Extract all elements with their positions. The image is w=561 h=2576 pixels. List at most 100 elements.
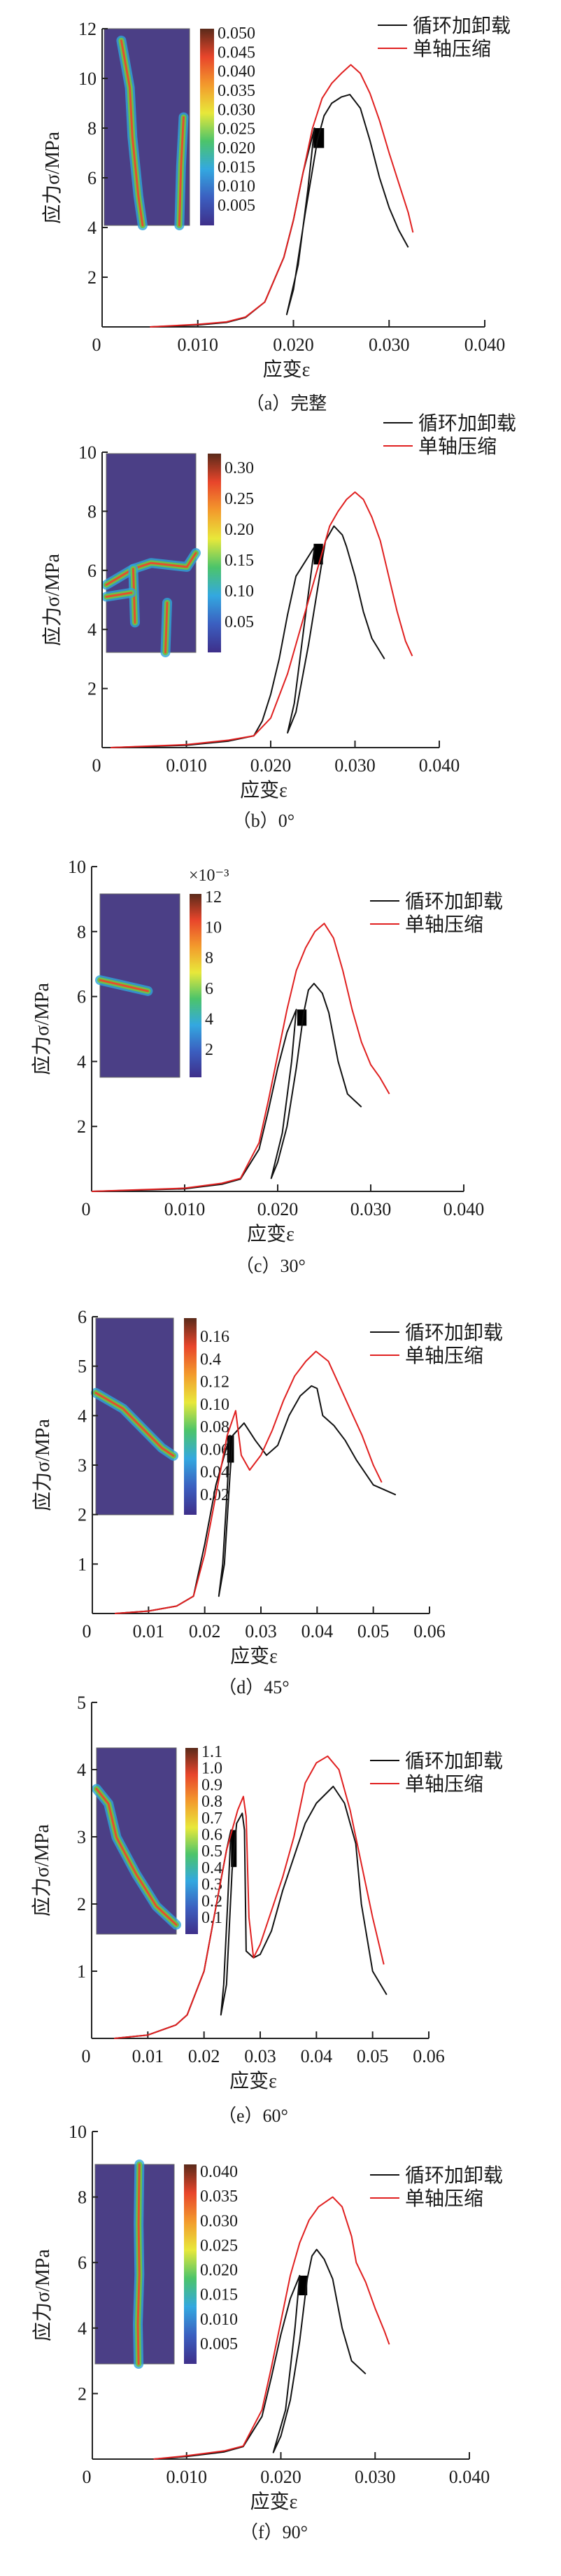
series-line-uniaxial xyxy=(91,923,390,1192)
axes: 0 0.010 0.020 0.030 0.040 2 4 6 8 10 12 应变ε 应力σ/MPa xyxy=(41,19,505,381)
y-axis-label: 应力σ/MPa xyxy=(31,2249,54,2342)
series-line-uniaxial xyxy=(111,491,413,748)
legend-label: 单轴压缩 xyxy=(405,1344,483,1367)
colorbar: 0.040 0.035 0.030 0.025 0.020 0.015 0.010 0.005 xyxy=(184,2163,238,2364)
y-tick-label: 1 xyxy=(78,1554,87,1574)
contour-inset xyxy=(94,2160,175,2369)
x-tick-label: 0.03 xyxy=(244,2046,276,2066)
legend-label: 循环加卸载 xyxy=(405,2164,503,2187)
axes: 0 0.010 0.020 0.030 0.040 2 4 6 8 10 应变ε 应力σ/MPa xyxy=(31,857,484,1245)
axes: 0 0.010 0.020 0.030 0.040 2 4 6 8 10 应变ε 应力σ/MPa xyxy=(41,442,460,802)
cyclic-loading-band xyxy=(313,128,325,148)
colorbar-tick-label: 0.020 xyxy=(218,139,255,158)
x-tick-label: 0 xyxy=(83,2467,92,2487)
colorbar-tick-label: 0.05 xyxy=(225,613,254,631)
colorbar-tick-label: 0.040 xyxy=(218,63,255,81)
x-tick-label: 0.02 xyxy=(188,2046,220,2066)
y-tick-label: 6 xyxy=(78,1307,87,1327)
colorbar-tick-label: 0.020 xyxy=(200,2262,238,2280)
colorbar-tick-label: 0.20 xyxy=(225,521,254,539)
colorbar-tick-label: 0.04 xyxy=(200,1464,229,1482)
x-tick-label: 0.020 xyxy=(250,755,292,776)
chart-panel: 0.30 0.25 0.20 0.15 0.10 0.05 0 0.010 0.020 0.030… xyxy=(41,412,516,831)
colorbar-tick-label: 8 xyxy=(205,949,213,967)
panel-caption: （e）60° xyxy=(218,2106,288,2126)
colorbar-tick-label: 0.010 xyxy=(218,178,255,196)
colorbar-tick-label: 0.015 xyxy=(200,2286,238,2304)
y-tick-label: 6 xyxy=(78,2253,87,2273)
panel-caption: （a）完整 xyxy=(246,393,327,414)
legend-label: 循环加卸载 xyxy=(418,412,516,435)
colorbar-tick-label: 0.10 xyxy=(200,1396,229,1414)
y-tick-label: 2 xyxy=(78,1505,87,1525)
x-tick-label: 0.06 xyxy=(413,2046,445,2066)
x-tick-label: 0.04 xyxy=(301,1621,334,1642)
y-tick-label: 2 xyxy=(87,267,97,288)
x-axis-label: 应变ε xyxy=(247,1223,294,1245)
colorbar-tick-label: 0.025 xyxy=(218,120,255,139)
y-tick-label: 10 xyxy=(68,857,86,877)
y-tick-label: 6 xyxy=(87,168,97,188)
x-tick-label: 0.01 xyxy=(133,1621,165,1642)
y-tick-label: 4 xyxy=(87,218,97,238)
contour-inset xyxy=(104,28,190,230)
colorbar-tick-label: 0.045 xyxy=(218,43,255,62)
x-tick-label: 0.03 xyxy=(245,1621,277,1642)
x-axis-label: 应变ε xyxy=(229,2070,277,2092)
x-tick-label: 0.040 xyxy=(449,2467,490,2487)
colorbar-tick-label: 0.30 xyxy=(225,459,254,477)
colorbar: 12 10 8 6 4 2 ×10⁻³ xyxy=(189,867,229,1077)
x-tick-label: 0.010 xyxy=(166,755,207,776)
y-tick-label: 12 xyxy=(78,19,97,39)
y-tick-label: 2 xyxy=(78,2384,87,2404)
y-axis-label: 应力σ/MPa xyxy=(41,554,64,646)
panel-caption: （c）30° xyxy=(236,1256,306,1276)
legend-label: 循环加卸载 xyxy=(413,14,511,37)
colorbar-tick-label: 4 xyxy=(205,1010,213,1028)
y-axis-label: 应力σ/MPa xyxy=(31,983,53,1075)
x-tick-label: 0.05 xyxy=(357,1621,390,1642)
colorbar-tick-label: 0.8 xyxy=(201,1793,222,1811)
chart-panel: 0.0500.0450.0400.0350.0300.0250.0200.015… xyxy=(41,14,511,414)
axes: 0 0.01 0.02 0.03 0.04 0.05 0.06 1 2 3 4 5 6 应变ε 应力σ/MP… xyxy=(31,1307,446,1667)
x-tick-label: 0.05 xyxy=(357,2046,389,2066)
colorbar-tick-label: 0.6 xyxy=(201,1826,222,1844)
x-tick-label: 0.040 xyxy=(464,335,506,355)
colorbar: 1.11.00.90.80.70.60.50.40.30.20.1 xyxy=(185,1743,222,1934)
x-tick-label: 0 xyxy=(82,1199,91,1219)
y-tick-label: 4 xyxy=(77,1760,86,1780)
colorbar-tick-label: 0.4 xyxy=(200,1350,221,1368)
y-tick-label: 5 xyxy=(78,1357,87,1377)
x-tick-label: 0.030 xyxy=(355,2467,396,2487)
colorbar-tick-label: 0.030 xyxy=(200,2212,238,2230)
colorbar-tick-label: 0.15 xyxy=(225,552,254,570)
colorbar-tick-label: 0.9 xyxy=(201,1776,222,1794)
chart-panel: 0.16 0.4 0.12 0.10 0.08 0.06 0.04 0.020 0.01 0.02… xyxy=(31,1307,503,1698)
colorbar-tick-label: 0.035 xyxy=(200,2188,238,2206)
x-axis-label: 应变ε xyxy=(250,2491,298,2513)
panel-caption: （b）0° xyxy=(233,811,294,831)
x-tick-label: 0.02 xyxy=(189,1621,221,1642)
legend-label: 单轴压缩 xyxy=(405,913,483,936)
x-axis-label: 应变ε xyxy=(263,358,311,381)
x-tick-label: 0.010 xyxy=(164,1199,206,1219)
y-tick-label: 10 xyxy=(78,442,97,463)
contour-inset xyxy=(92,1747,181,1935)
x-tick-label: 0 xyxy=(92,335,101,355)
y-tick-label: 6 xyxy=(87,561,97,581)
colorbar: 0.30 0.25 0.20 0.15 0.10 0.05 xyxy=(208,454,254,652)
panel-caption: （d）45° xyxy=(218,1677,289,1698)
x-tick-label: 0.020 xyxy=(273,335,314,355)
colorbar-tick-label: 0.16 xyxy=(200,1328,229,1346)
series-line-cyclic xyxy=(91,983,362,1192)
legend-label: 循环加卸载 xyxy=(405,1749,503,1772)
colorbar-tick-label: 0.08 xyxy=(200,1418,229,1436)
x-tick-label: 0 xyxy=(83,1621,92,1642)
y-tick-label: 8 xyxy=(78,2188,87,2208)
y-axis-label: 应力σ/MPa xyxy=(31,1824,53,1917)
x-tick-label: 0.030 xyxy=(350,1199,392,1219)
colorbar-tick-label: 0.1 xyxy=(201,1909,222,1927)
colorbar-tick-label: 0.010 xyxy=(200,2311,238,2329)
